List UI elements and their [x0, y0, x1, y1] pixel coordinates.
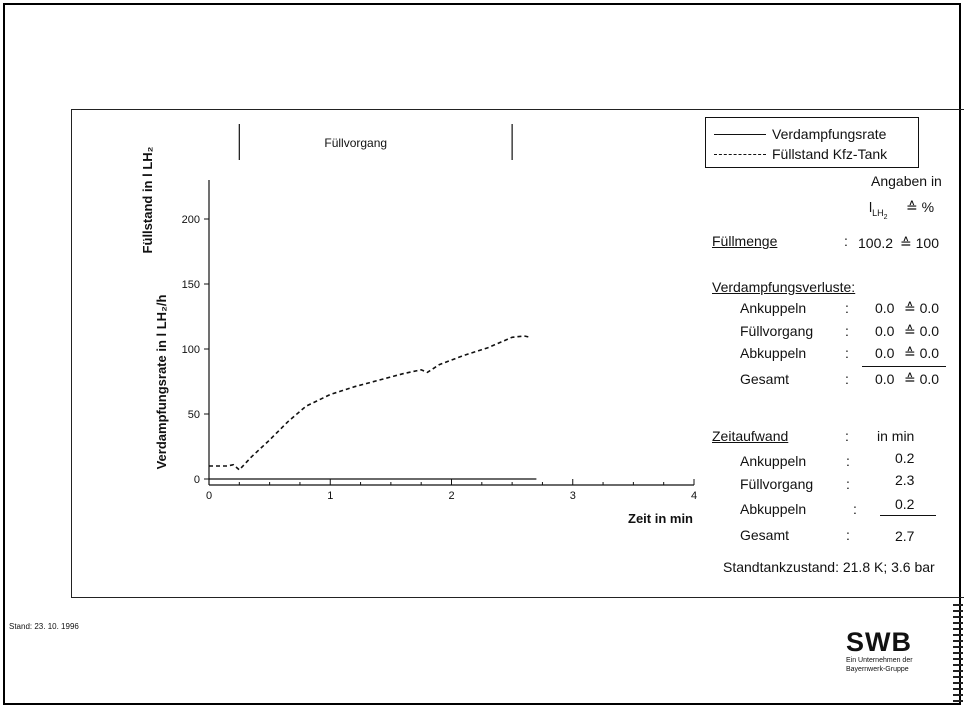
verlust-value: 0.0: [875, 345, 895, 361]
zeit-colon: :: [845, 428, 849, 444]
legend-swatch-dashed: [714, 153, 766, 155]
verlust-colon: :: [845, 323, 849, 339]
legend-item-fuellstand: Füllstand Kfz-Tank: [714, 146, 887, 162]
verlust-colon: :: [845, 371, 849, 387]
zeit-value: 0.2: [895, 450, 915, 466]
verlust-label: Ankuppeln: [740, 300, 807, 316]
y-tick-label: 100: [182, 344, 200, 356]
x-tick-label: 4: [691, 490, 697, 502]
zeit-value: 2.7: [895, 528, 915, 544]
footer-date: Stand: 23. 10. 1996: [9, 622, 79, 631]
angaben-title: Angaben in: [871, 173, 942, 189]
company-logo: SWB Ein Unternehmen der Bayernwerk-Grupp…: [846, 629, 932, 674]
y-tick-label: 50: [188, 409, 200, 421]
logo-stripes: [953, 604, 963, 704]
logo-word: SWB: [846, 627, 912, 657]
fuellmenge-label: Füllmenge: [712, 233, 778, 249]
standtank-text: Standtankzustand: 21.8 K; 3.6 bar: [723, 559, 935, 575]
angaben-unit-subsub: 2: [883, 213, 888, 221]
y-tick-label: 150: [182, 279, 200, 291]
zeit-title: Zeitaufwand: [712, 428, 789, 444]
fuellmenge-eq: ≙ 100: [900, 235, 939, 251]
y-tick-label: 200: [182, 214, 200, 226]
sum-separator: [880, 515, 936, 516]
y-axis-label-secondary: Füllstand in l LH₂: [140, 146, 155, 253]
x-tick-label: 1: [327, 490, 333, 502]
angaben-unit-l: l: [869, 199, 873, 215]
sum-separator: [862, 366, 946, 367]
x-tick-label: 0: [206, 490, 212, 502]
x-axis-label: Zeit in min: [628, 511, 693, 526]
legend-label-dashed: Füllstand Kfz-Tank: [772, 146, 888, 162]
angaben-unit-sub: LH: [872, 207, 884, 218]
zeit-colon-row: :: [853, 501, 857, 517]
verlust-colon: :: [845, 345, 849, 361]
verlust-eq: ≙ 0.0: [904, 371, 940, 387]
fuellmenge-colon: :: [844, 233, 848, 249]
x-tick-label: 2: [448, 490, 454, 502]
zeit-label: Gesamt: [740, 527, 790, 543]
chart-legend: Verdampfungsrate Füllstand Kfz-Tank: [705, 117, 919, 168]
x-tick-label: 3: [570, 490, 576, 502]
zeit-value: 2.3: [895, 472, 915, 488]
series-line-fuellstand: [209, 335, 531, 472]
zeit-label: Abkuppeln: [740, 501, 807, 517]
angaben-eq: ≙ %: [906, 199, 935, 215]
verlust-value: 0.0: [875, 371, 895, 387]
legend-swatch-solid: [714, 133, 766, 135]
zeit-value: 0.2: [895, 496, 915, 512]
verlust-colon: :: [845, 300, 849, 316]
verlust-label: Abkuppeln: [740, 345, 807, 361]
zeit-label: Füllvorgang: [740, 476, 814, 492]
verlust-label: Füllvorgang: [740, 323, 814, 339]
y-axis-label: Verdampfungsrate in l LH₂/h: [154, 295, 169, 470]
legend-item-verdampfungsrate: Verdampfungsrate: [714, 126, 886, 142]
zeit-label: Ankuppeln: [740, 453, 807, 469]
verluste-title: Verdampfungsverluste:: [712, 279, 856, 295]
phase-label: Füllvorgang: [324, 136, 387, 150]
verlust-value: 0.0: [875, 323, 895, 339]
zeit-unit: in min: [877, 428, 915, 444]
zeit-colon-row: :: [846, 476, 850, 492]
logo-sub1: Ein Unternehmen der: [846, 657, 913, 664]
verlust-value: 0.0: [875, 300, 895, 316]
y-tick-label: 0: [194, 474, 200, 486]
verlust-eq: ≙ 0.0: [904, 300, 940, 316]
angaben-unit: lLH2: [869, 199, 888, 221]
verlust-eq: ≙ 0.0: [904, 345, 940, 361]
outer-frame: [3, 3, 961, 705]
zeit-colon-row: :: [846, 527, 850, 543]
fuellmenge-value: 100.2: [858, 235, 894, 251]
slide-panel: [71, 109, 964, 598]
logo-sub2: Bayernwerk-Gruppe: [846, 666, 909, 673]
legend-label-solid: Verdampfungsrate: [772, 126, 887, 142]
verlust-label: Gesamt: [740, 371, 790, 387]
verlust-eq: ≙ 0.0: [904, 323, 940, 339]
zeit-colon-row: :: [846, 453, 850, 469]
